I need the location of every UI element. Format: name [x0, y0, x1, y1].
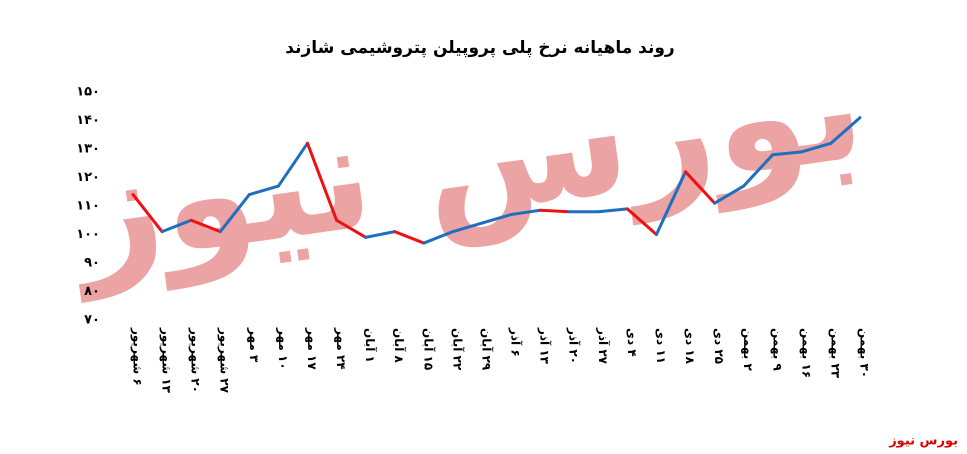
line-segment — [800, 141, 833, 154]
x-tick-label: ۳ مهر — [247, 327, 261, 363]
y-tick-label: ۱۰۰ — [76, 227, 100, 242]
y-tick-label: ۷۰ — [84, 313, 100, 328]
line-segment — [393, 230, 426, 245]
x-tick-label: ۱۳ آذر — [538, 327, 553, 365]
line-segment — [713, 184, 746, 205]
x-tick-label: ۲۹ آبان — [479, 328, 494, 371]
x-tick-label: ۲۷ شهریور — [217, 327, 232, 394]
x-tick-label: ۲۳ بهمن — [828, 328, 842, 379]
watermark: بورس نیوز — [56, 19, 873, 304]
line-segment — [305, 141, 339, 222]
x-tick-label: ۱۸ دی — [683, 328, 697, 365]
line-segment — [538, 208, 571, 214]
y-tick-label: ۱۲۰ — [76, 170, 100, 185]
y-tick-label: ۱۵۰ — [76, 85, 100, 100]
line-segment — [480, 213, 513, 225]
x-tick-label: ۱۷ مهر — [305, 327, 319, 370]
line-segment — [654, 170, 688, 236]
x-tick-label: ۶ آذر — [509, 327, 524, 357]
x-tick-label: ۶ شهریور — [130, 327, 145, 386]
y-tick-label: ۹۰ — [84, 256, 100, 271]
x-tick-label: ۴ دی — [625, 328, 639, 357]
line-segment — [422, 230, 455, 245]
line-segment — [771, 150, 804, 157]
y-tick-label: ۸۰ — [84, 284, 100, 299]
line-segment — [131, 193, 164, 234]
line-segment — [218, 193, 251, 234]
line-segment — [189, 218, 222, 234]
y-tick-label: ۱۳۰ — [76, 142, 100, 157]
x-tick-label: ۲۰ آذر — [567, 327, 582, 364]
line-segment — [509, 208, 542, 217]
line-segment — [625, 207, 658, 236]
x-tick-label: ۱ آبان — [363, 328, 378, 363]
x-tick-label: ۹ بهمن — [770, 328, 784, 371]
x-tick-label: ۸ آبان — [392, 328, 407, 364]
line-segment — [160, 218, 193, 234]
line-segment — [335, 218, 368, 239]
line-segment — [276, 141, 309, 188]
x-tick-label: ۱۱ دی — [654, 328, 668, 364]
x-tick-label: ۲ بهمن — [741, 328, 755, 371]
line-segment — [829, 116, 862, 145]
x-tick-label: ۲۵ دی — [712, 328, 726, 364]
line-segment — [596, 207, 629, 214]
line-segment — [451, 221, 484, 234]
line-segment — [742, 153, 775, 188]
x-tick-label: ۲۷ آذر — [596, 327, 611, 365]
x-tick-label: ۱۵ آبان — [421, 328, 436, 370]
x-tick-label: ۱۳ شهریور — [159, 327, 174, 394]
source: بورس نیوز — [888, 434, 958, 449]
x-tick-label: ۳۰ بهمن — [858, 328, 872, 378]
y-tick-label: ۱۴۰ — [76, 113, 100, 128]
y-tick-label: ۱۱۰ — [76, 199, 100, 214]
line-segment — [364, 230, 397, 239]
line-segment — [247, 184, 280, 197]
line-segment — [684, 170, 717, 205]
x-tick-label: ۱۰ مهر — [276, 327, 290, 370]
x-tick-label: ۱۶ بهمن — [799, 328, 813, 378]
x-tick-label: ۲۴ مهر — [334, 327, 348, 370]
chart-title: روند ماهیانه نرخ پلی پروپیلن پتروشیمی شا… — [285, 38, 674, 58]
x-tick-label: ۲۰ شهریور — [188, 327, 203, 393]
x-tick-label: ۲۲ آبان — [450, 328, 465, 371]
